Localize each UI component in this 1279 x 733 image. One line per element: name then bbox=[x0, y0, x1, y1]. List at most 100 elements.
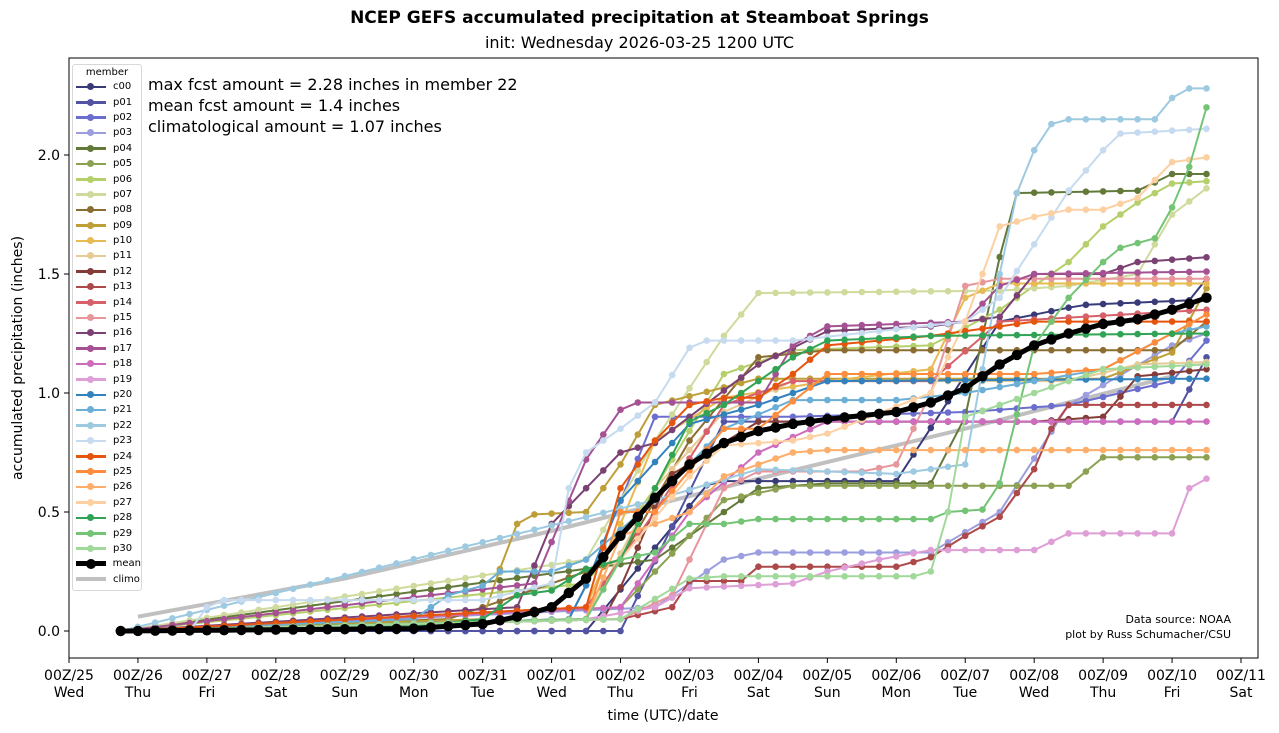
data-point-p07 bbox=[755, 289, 762, 297]
data-point-p18 bbox=[651, 556, 659, 563]
data-point-p29 bbox=[927, 515, 935, 523]
data-point-p24 bbox=[996, 323, 1003, 330]
data-point-p22 bbox=[703, 481, 710, 488]
data-point-p19 bbox=[893, 553, 900, 560]
data-point-p02 bbox=[1030, 404, 1038, 411]
data-point-p21 bbox=[996, 383, 1003, 391]
data-point-mean bbox=[1149, 309, 1161, 320]
data-point-p18 bbox=[1186, 418, 1193, 425]
legend-swatch bbox=[76, 527, 106, 539]
data-point-p24 bbox=[806, 356, 814, 364]
data-point-p15 bbox=[1099, 275, 1107, 283]
data-point-p07 bbox=[427, 580, 435, 587]
data-point-p26 bbox=[737, 467, 745, 474]
data-point-p26 bbox=[1048, 446, 1055, 454]
data-point-p02 bbox=[944, 409, 952, 416]
data-point-p06 bbox=[1099, 223, 1107, 230]
data-point-p19 bbox=[944, 546, 952, 554]
data-point-p24 bbox=[1203, 318, 1210, 325]
data-point-p29 bbox=[600, 586, 607, 593]
data-point-p23 bbox=[789, 337, 797, 344]
data-point-p07 bbox=[806, 289, 814, 296]
data-point-p28 bbox=[772, 365, 779, 373]
data-point-p16 bbox=[634, 444, 642, 452]
data-point-p05 bbox=[875, 482, 883, 490]
legend-item-p13: p13 bbox=[73, 279, 141, 294]
data-point-p29 bbox=[961, 507, 969, 515]
data-point-p25 bbox=[668, 487, 676, 495]
data-point-p18 bbox=[1203, 418, 1210, 425]
data-point-p24 bbox=[444, 611, 452, 618]
data-point-p17 bbox=[289, 607, 297, 615]
data-point-p23 bbox=[1203, 125, 1210, 133]
data-point-p23 bbox=[996, 294, 1003, 302]
data-point-mean bbox=[942, 390, 954, 401]
legend-label: p18 bbox=[113, 358, 133, 370]
data-point-p22 bbox=[186, 610, 193, 618]
legend-item-p23: p23 bbox=[73, 433, 141, 448]
data-point-p04 bbox=[755, 484, 762, 492]
data-point-p28 bbox=[755, 377, 762, 385]
data-point-p17 bbox=[858, 321, 866, 329]
data-point-p09 bbox=[1203, 285, 1210, 292]
data-point-p09 bbox=[617, 461, 624, 468]
data-point-p22 bbox=[565, 517, 573, 525]
data-point-mean bbox=[684, 459, 695, 470]
series-line-p22 bbox=[120, 87, 1207, 632]
data-point-p23 bbox=[427, 596, 435, 604]
y-tick-label: 0.0 bbox=[38, 624, 60, 640]
data-point-p24 bbox=[1030, 318, 1038, 325]
data-point-p05 bbox=[1048, 482, 1055, 490]
legend-swatch bbox=[76, 173, 106, 185]
legend-item-p30: p30 bbox=[73, 541, 141, 556]
data-point-mean bbox=[925, 397, 936, 408]
data-point-p17 bbox=[307, 605, 314, 613]
x-tick-day-label: Sat bbox=[264, 685, 287, 701]
data-point-p20 bbox=[772, 395, 779, 403]
chart-subtitle: init: Wednesday 2026-03-25 1200 UTC bbox=[484, 33, 795, 52]
data-point-p01 bbox=[548, 627, 555, 635]
data-point-mean bbox=[615, 530, 626, 541]
data-point-p07 bbox=[927, 288, 935, 295]
data-point-p23 bbox=[737, 337, 745, 344]
data-point-mean bbox=[132, 625, 144, 637]
data-point-p07 bbox=[841, 288, 848, 296]
data-point-p05 bbox=[944, 482, 952, 490]
legend-swatch bbox=[76, 342, 106, 354]
data-point-p21 bbox=[462, 587, 469, 594]
legend-swatch bbox=[76, 496, 106, 508]
data-point-p23 bbox=[272, 596, 280, 604]
data-point-p30 bbox=[703, 574, 710, 581]
data-point-p27 bbox=[737, 440, 745, 448]
data-point-p28 bbox=[944, 332, 952, 340]
x-tick-day-label: Sat bbox=[747, 685, 770, 701]
data-point-p19 bbox=[703, 584, 710, 591]
data-point-p19 bbox=[1082, 530, 1090, 537]
data-point-p06 bbox=[996, 306, 1003, 314]
data-point-p25 bbox=[772, 411, 779, 419]
data-point-p28 bbox=[875, 335, 883, 342]
data-point-p18 bbox=[1030, 418, 1038, 425]
data-point-p25 bbox=[841, 370, 848, 378]
data-point-p22 bbox=[427, 551, 435, 559]
data-point-p24 bbox=[1168, 318, 1176, 325]
data-point-p22 bbox=[444, 547, 452, 555]
data-point-mean bbox=[150, 625, 161, 636]
series-p24 bbox=[117, 318, 1210, 635]
data-point-p23 bbox=[1082, 167, 1090, 174]
data-point-p22 bbox=[910, 468, 917, 475]
data-point-p13 bbox=[1082, 401, 1090, 409]
data-point-p21 bbox=[893, 396, 900, 404]
data-point-p13 bbox=[875, 563, 883, 570]
data-point-p16 bbox=[772, 352, 779, 360]
data-point-p26 bbox=[1134, 446, 1141, 454]
x-tick-label: 00Z/05 bbox=[802, 668, 852, 684]
data-point-p11 bbox=[686, 446, 693, 454]
data-point-p24 bbox=[393, 613, 400, 621]
data-point-p13 bbox=[668, 603, 676, 611]
data-point-p27 bbox=[944, 354, 952, 361]
data-point-c00 bbox=[686, 502, 693, 510]
data-point-p03 bbox=[1099, 381, 1107, 389]
data-point-p06 bbox=[565, 581, 573, 589]
data-point-p16 bbox=[755, 361, 762, 368]
